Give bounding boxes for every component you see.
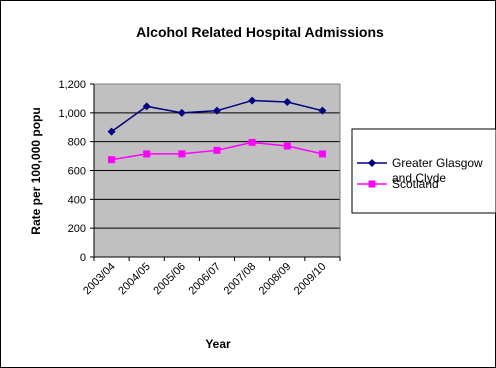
data-point (108, 156, 116, 164)
series-2 (108, 138, 326, 164)
data-point (318, 150, 326, 158)
data-point (283, 98, 292, 107)
legend-label: Greater Glasgow (392, 156, 483, 170)
y-tick-label: 1,000 (58, 108, 86, 120)
y-tick-label: 200 (68, 223, 86, 235)
data-point (143, 150, 151, 158)
data-point (177, 108, 186, 117)
series-1 (107, 96, 327, 136)
legend-marker (368, 159, 376, 167)
y-tick-label: 800 (68, 137, 86, 149)
legend-entry: Scotland (357, 177, 439, 191)
y-axis-title: Rate per 100,000 popu (29, 107, 43, 234)
y-axis-ticks: 0 200 400 600 800 1,000 1,200 (58, 79, 94, 264)
legend-label: Scotland (392, 177, 439, 191)
data-point (248, 138, 256, 146)
data-point (213, 106, 221, 115)
y-tick-label: 600 (68, 166, 86, 178)
y-tick-label: 0 (80, 252, 86, 264)
legend-marker (368, 180, 376, 188)
data-point (283, 142, 291, 150)
x-axis-title: Year (205, 337, 231, 351)
y-tick-label: 1,200 (58, 79, 86, 91)
data-point (318, 106, 327, 115)
legend-label: and Clyde (392, 171, 446, 185)
legend-box (351, 128, 496, 214)
series-layer (107, 96, 327, 164)
data-point (248, 96, 257, 105)
data-point (213, 146, 221, 154)
data-point (178, 150, 186, 158)
y-tick-label: 400 (68, 194, 86, 206)
data-point (107, 127, 116, 136)
data-point (142, 102, 151, 111)
chart-title: Alcohol Related Hospital Admissions (136, 24, 384, 40)
